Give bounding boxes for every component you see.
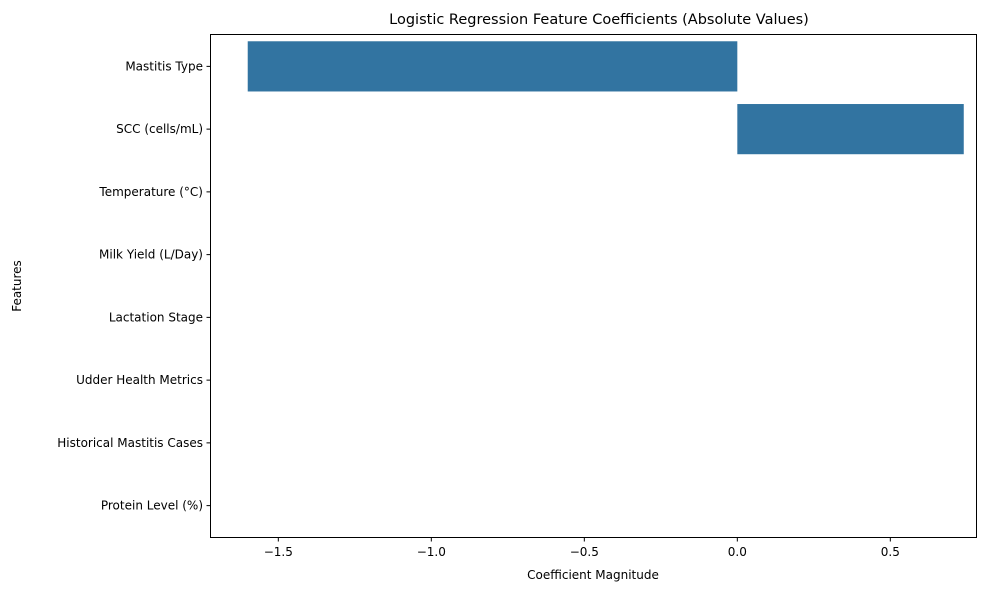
bar-1 [737, 104, 964, 155]
y-tick-label: SCC (cells/mL) [116, 122, 203, 136]
y-tick-label: Temperature (°C) [98, 185, 203, 199]
x-tick-label: −1.0 [417, 545, 446, 559]
chart-title: Logistic Regression Feature Coefficients… [389, 12, 809, 28]
y-tick-label: Milk Yield (L/Day) [99, 248, 203, 262]
y-tick-label: Lactation Stage [109, 310, 203, 324]
x-tick-label: 0.0 [728, 545, 747, 559]
bar-0 [247, 41, 738, 92]
x-axis-label: Coefficient Magnitude [527, 568, 659, 582]
bars-layer [247, 41, 964, 155]
x-tick-label: −1.5 [264, 545, 293, 559]
plot-frame [210, 34, 977, 538]
y-tick-label: Mastitis Type [125, 59, 203, 73]
x-axis-ticks: −1.5 −1.0 −0.5 0.0 0.5 [264, 537, 900, 559]
x-tick-label: 0.5 [881, 545, 900, 559]
x-tick-label: −0.5 [570, 545, 599, 559]
y-tick-label: Protein Level (%) [101, 499, 203, 513]
y-tick-label: Historical Mastitis Cases [57, 436, 203, 450]
y-axis-label: Features [10, 260, 24, 312]
y-axis-ticks: Mastitis Type SCC (cells/mL) Temperature (… [57, 59, 211, 513]
y-tick-label: Udder Health Metrics [76, 373, 203, 387]
